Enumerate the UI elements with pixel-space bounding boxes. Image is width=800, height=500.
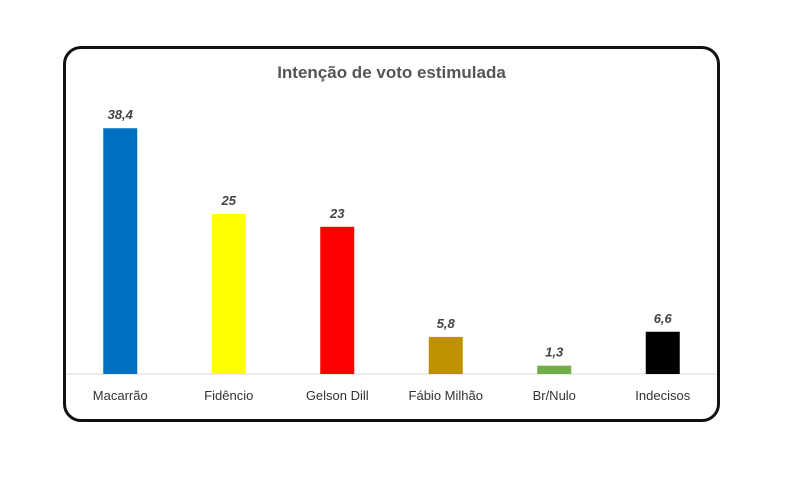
- bar-0: [103, 128, 138, 374]
- x-tick-label-5: Indecisos: [635, 388, 690, 403]
- bar-5: [645, 331, 680, 374]
- x-tick-label-1: Fidêncio: [204, 388, 253, 403]
- x-tick-label-3: Fábio Milhão: [409, 388, 483, 403]
- chart-frame: Intenção de voto estimulada 38,4 Macarrão…: [63, 46, 720, 422]
- data-label-5: 6,6: [654, 311, 673, 326]
- bar-2: [320, 226, 355, 374]
- chart-title: Intenção de voto estimulada: [277, 63, 506, 82]
- bar-3: [428, 336, 463, 374]
- bar-chart-plot: 38,4 Macarrão 25 Fidêncio 23 Gelson Dill 5,8 Fá…: [66, 107, 717, 403]
- bar-1: [211, 214, 246, 374]
- x-tick-label-0: Macarrão: [93, 388, 148, 403]
- bar-4: [537, 365, 572, 374]
- data-label-2: 23: [329, 206, 345, 221]
- data-label-4: 1,3: [545, 345, 564, 360]
- data-label-3: 5,8: [437, 316, 456, 331]
- data-label-1: 25: [221, 193, 237, 208]
- x-tick-label-4: Br/Nulo: [533, 388, 576, 403]
- data-label-0: 38,4: [108, 107, 134, 122]
- x-tick-label-2: Gelson Dill: [306, 388, 369, 403]
